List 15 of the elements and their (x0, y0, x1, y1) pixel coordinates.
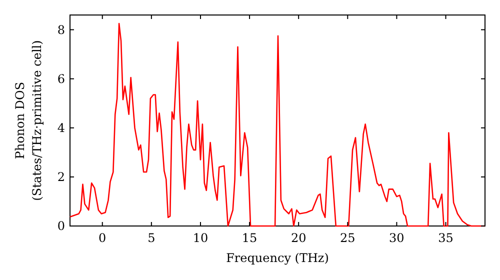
y-tick-label: 0 (57, 219, 65, 234)
x-tick-label: 15 (242, 231, 258, 245)
y-tick-label: 2 (57, 170, 65, 184)
x-axis-title: Frequency (THz) (226, 251, 329, 265)
x-tick-label: 5 (148, 231, 156, 245)
x-tick-label: 35 (438, 231, 454, 245)
x-tick-label: 30 (389, 231, 404, 245)
y-tick-label: 4 (57, 121, 66, 136)
y-axis-title: Phonon DOS (States/THz·primitive cell) (13, 40, 44, 201)
x-tick-label: 25 (340, 231, 356, 245)
y-tick-label: 6 (57, 72, 65, 86)
x-tick-label: 0 (98, 231, 106, 245)
x-tick-label: 10 (192, 231, 208, 245)
x-tick-label: 20 (290, 231, 306, 245)
y-tick-label: 8 (57, 22, 65, 37)
